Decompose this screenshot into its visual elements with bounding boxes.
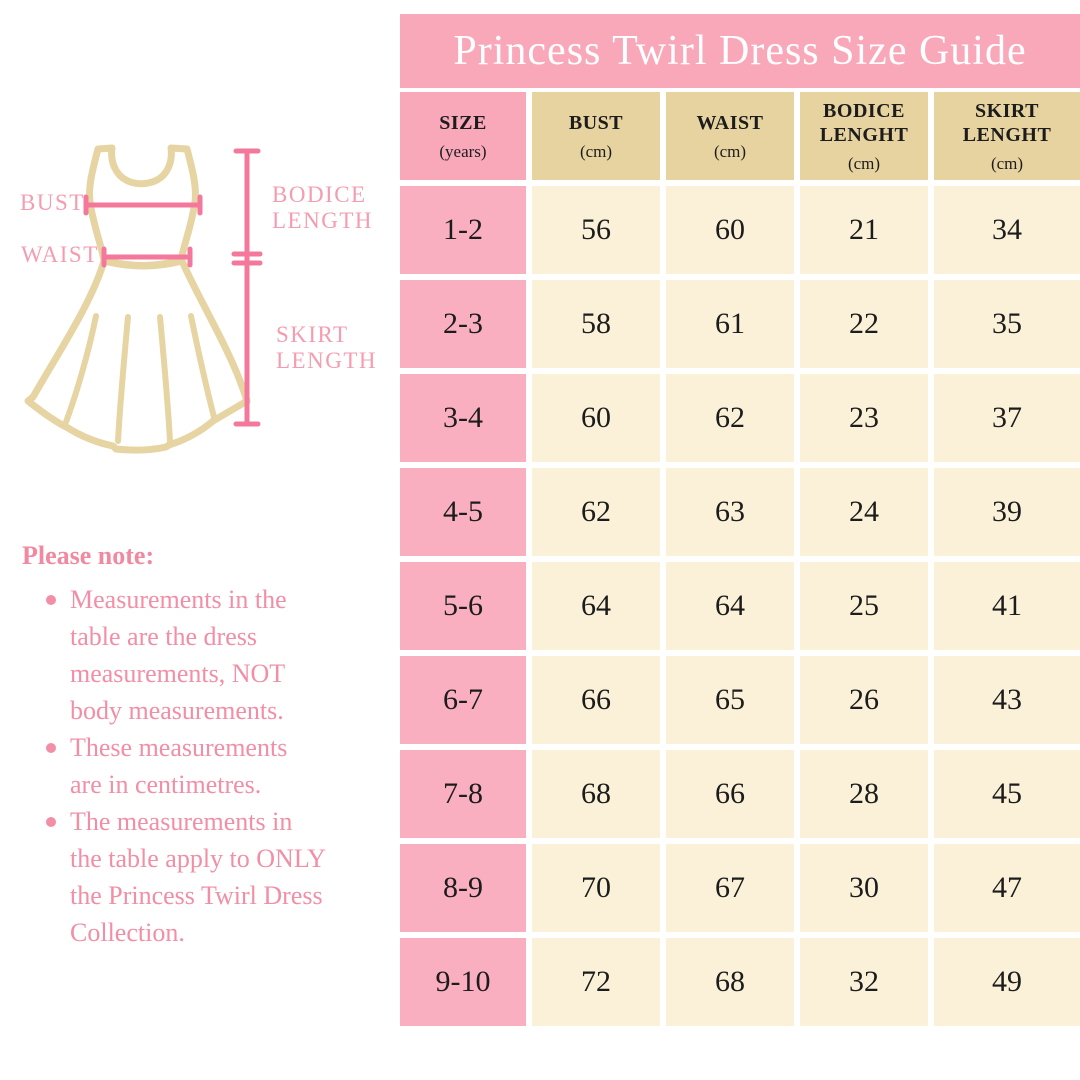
dress-diagram <box>24 144 263 454</box>
waist-label: WAIST <box>21 242 99 267</box>
skirt-cell-row-3: 37 <box>934 374 1080 462</box>
size-cell-row-6: 6-7 <box>400 656 526 744</box>
size-cell-row-9: 9-10 <box>400 938 526 1026</box>
bust-cell-row-4: 62 <box>532 468 660 556</box>
header-cell-skirt-length: SKIRT LENGHT (cm) <box>934 92 1080 180</box>
bodice-cell-row-7: 28 <box>800 750 928 838</box>
header-waist-unit: (cm) <box>713 141 747 161</box>
waist-cell-row-7: 66 <box>666 750 794 838</box>
size-cell-row-3: 3-4 <box>400 374 526 462</box>
bodice-cell-row-4: 24 <box>800 468 928 556</box>
waist-cell-row-5: 64 <box>666 562 794 650</box>
waist-cell-row-4: 63 <box>666 468 794 556</box>
notes-section: Please note: Measurements in the table a… <box>22 541 382 951</box>
header-bodice-unit: (cm) <box>847 153 881 173</box>
header-cell-bodice-length: BODICE LENGHT (cm) <box>800 92 928 180</box>
waist-cell-row-1: 60 <box>666 186 794 274</box>
bodice-cell-row-3: 23 <box>800 374 928 462</box>
size-cell-row-1: 1-2 <box>400 186 526 274</box>
header-cell-bust: BUST (cm) <box>532 92 660 180</box>
size-cell-row-2: 2-3 <box>400 280 526 368</box>
page-title: Princess Twirl Dress Size Guide <box>400 14 1080 88</box>
bust-label: BUST <box>20 190 85 215</box>
size-table: SIZE (years) BUST (cm) WAIST (cm) BODICE… <box>400 92 1080 1026</box>
size-cell-row-8: 8-9 <box>400 844 526 932</box>
header-size-label: SIZE <box>439 111 487 134</box>
skirt-cell-row-1: 34 <box>934 186 1080 274</box>
bodice-cell-row-1: 21 <box>800 186 928 274</box>
header-skirt-label: SKIRT LENGHT <box>962 99 1052 146</box>
skirt-cell-row-5: 41 <box>934 562 1080 650</box>
note-item-centimetres: These measurements are in centimetres. <box>44 729 382 803</box>
header-cell-size: SIZE (years) <box>400 92 526 180</box>
bust-cell-row-5: 64 <box>532 562 660 650</box>
header-bust-label: BUST <box>568 111 624 134</box>
bust-cell-row-8: 70 <box>532 844 660 932</box>
size-cell-row-5: 5-6 <box>400 562 526 650</box>
skirt-cell-row-9: 49 <box>934 938 1080 1026</box>
bodice-length-label: BODICE LENGTH <box>272 182 373 233</box>
note-item-collection: The measurements in the table apply to O… <box>44 803 382 951</box>
notes-list: Measurements in the table are the dress … <box>44 581 382 951</box>
note-item-measurements: Measurements in the table are the dress … <box>44 581 382 729</box>
bust-measure-line <box>83 194 203 216</box>
waist-cell-row-9: 68 <box>666 938 794 1026</box>
header-cell-waist: WAIST (cm) <box>666 92 794 180</box>
bust-cell-row-3: 60 <box>532 374 660 462</box>
bust-cell-row-2: 58 <box>532 280 660 368</box>
header-skirt-unit: (cm) <box>990 153 1024 173</box>
bodice-cell-row-5: 25 <box>800 562 928 650</box>
skirt-cell-row-2: 35 <box>934 280 1080 368</box>
waist-measure-line <box>101 246 193 268</box>
waist-cell-row-6: 65 <box>666 656 794 744</box>
bust-cell-row-9: 72 <box>532 938 660 1026</box>
bust-cell-row-6: 66 <box>532 656 660 744</box>
header-size-unit: (years) <box>439 141 487 161</box>
waist-cell-row-8: 67 <box>666 844 794 932</box>
bodice-cell-row-9: 32 <box>800 938 928 1026</box>
waist-cell-row-3: 62 <box>666 374 794 462</box>
bodice-cell-row-2: 22 <box>800 280 928 368</box>
skirt-cell-row-8: 47 <box>934 844 1080 932</box>
size-cell-row-7: 7-8 <box>400 750 526 838</box>
header-bodice-label: BODICE LENGHT <box>819 99 909 146</box>
header-waist-label: WAIST <box>696 111 764 134</box>
skirt-cell-row-7: 45 <box>934 750 1080 838</box>
notes-heading: Please note: <box>22 541 155 570</box>
bust-cell-row-7: 68 <box>532 750 660 838</box>
skirt-cell-row-4: 39 <box>934 468 1080 556</box>
measurement-lines <box>83 148 263 427</box>
waist-cell-row-2: 61 <box>666 280 794 368</box>
length-measure-line <box>231 148 263 427</box>
size-cell-row-4: 4-5 <box>400 468 526 556</box>
bodice-cell-row-6: 26 <box>800 656 928 744</box>
skirt-cell-row-6: 43 <box>934 656 1080 744</box>
dress-outline-icon <box>24 144 251 454</box>
bust-cell-row-1: 56 <box>532 186 660 274</box>
bodice-cell-row-8: 30 <box>800 844 928 932</box>
skirt-length-label: SKIRT LENGTH <box>276 322 377 373</box>
header-bust-unit: (cm) <box>579 141 613 161</box>
